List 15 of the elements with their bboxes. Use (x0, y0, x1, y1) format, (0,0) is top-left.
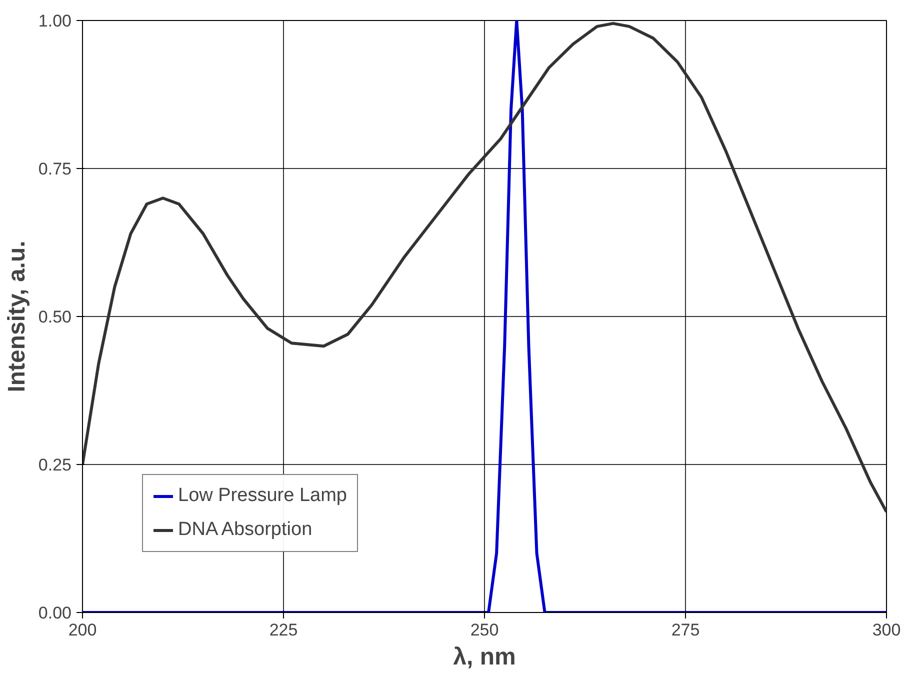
y-tick-label: 0.75 (38, 160, 72, 178)
y-tick-label: 0.25 (38, 456, 72, 474)
y-tick-label: 0.50 (38, 308, 72, 326)
y-tick-label: 1.00 (38, 12, 72, 30)
x-tick-label: 300 (872, 620, 901, 640)
legend-label: Low Pressure Lamp (178, 485, 347, 507)
x-tick-label: 225 (269, 620, 298, 640)
legend-label: DNA Absorption (178, 519, 312, 541)
y-axis-title: Intensity, a.u. (3, 240, 30, 392)
y-tick-label: 0.00 (38, 604, 72, 622)
x-tick-label: 200 (68, 620, 97, 640)
x-axis-title: λ, nm (453, 644, 516, 670)
line-series (82, 22, 886, 514)
x-tick-label: 250 (470, 620, 499, 640)
x-tick-label: 275 (671, 620, 700, 640)
